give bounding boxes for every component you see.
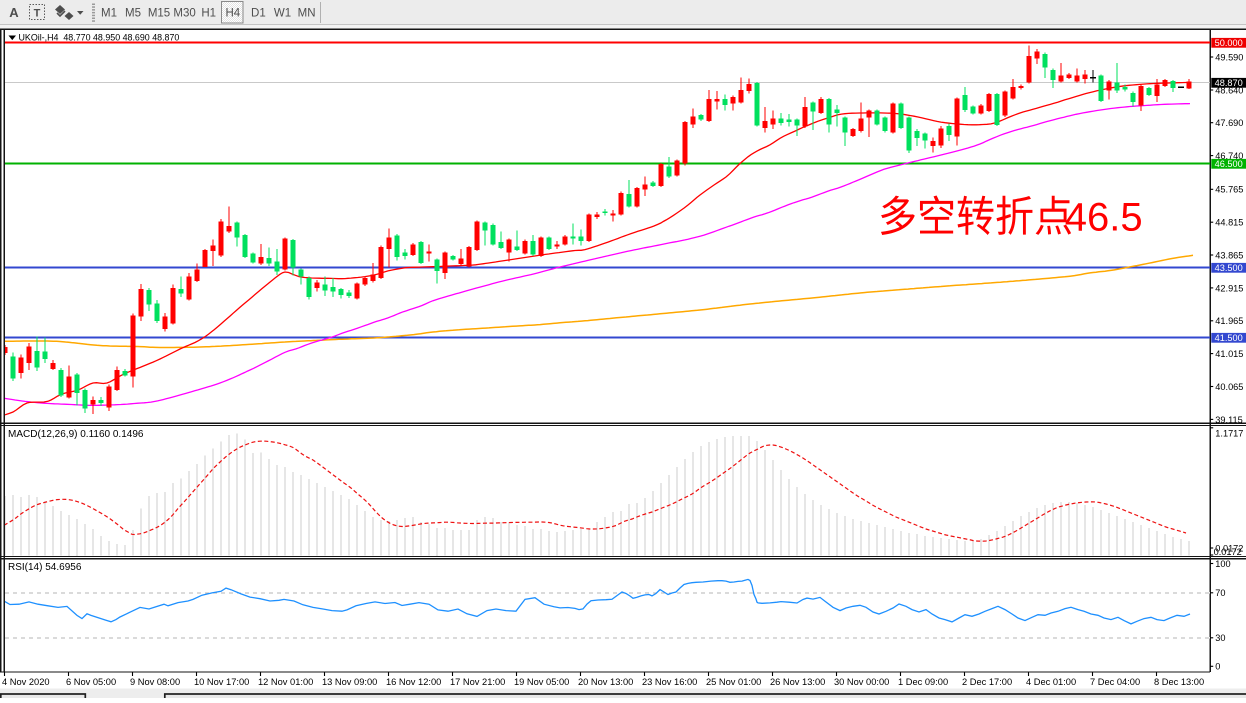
svg-text:10 Nov 17:00: 10 Nov 17:00 bbox=[194, 677, 249, 687]
svg-text:48.870: 48.870 bbox=[1215, 78, 1243, 88]
svg-text:19 Nov 05:00: 19 Nov 05:00 bbox=[514, 677, 569, 687]
svg-text:41.965: 41.965 bbox=[1215, 316, 1243, 326]
svg-text:UKOil-,H4 48.770 48.950 48.69: UKOil-,H4 48.770 48.950 48.690 48.870 bbox=[19, 33, 180, 43]
svg-text:30: 30 bbox=[1215, 633, 1225, 643]
svg-text:M30: M30 bbox=[173, 8, 195, 20]
svg-text:46.500: 46.500 bbox=[1215, 159, 1243, 169]
svg-text:40.065: 40.065 bbox=[1215, 382, 1243, 392]
svg-text:1 Dec 09:00: 1 Dec 09:00 bbox=[898, 677, 948, 687]
svg-text:26 Nov 13:00: 26 Nov 13:00 bbox=[770, 677, 825, 687]
svg-text:12 Nov 01:00: 12 Nov 01:00 bbox=[258, 677, 313, 687]
svg-text:M15: M15 bbox=[148, 8, 170, 20]
svg-text:1.1717: 1.1717 bbox=[1215, 428, 1243, 438]
svg-text:100: 100 bbox=[1215, 559, 1230, 569]
svg-text:20 Nov 13:00: 20 Nov 13:00 bbox=[578, 677, 633, 687]
svg-text:7 Dec 04:00: 7 Dec 04:00 bbox=[1090, 677, 1140, 687]
svg-text:13 Nov 09:00: 13 Nov 09:00 bbox=[322, 677, 377, 687]
svg-text:41.015: 41.015 bbox=[1215, 349, 1243, 359]
svg-text:RSI(14) 54.6956: RSI(14) 54.6956 bbox=[8, 562, 82, 573]
svg-text:44.815: 44.815 bbox=[1215, 218, 1243, 228]
svg-text:49.590: 49.590 bbox=[1215, 52, 1243, 62]
svg-text:43.500: 43.500 bbox=[1215, 263, 1243, 273]
svg-text:4 Dec 01:00: 4 Dec 01:00 bbox=[1026, 677, 1076, 687]
svg-text:0.0172: 0.0172 bbox=[1214, 547, 1242, 557]
svg-text:4 Nov 2020: 4 Nov 2020 bbox=[2, 677, 50, 687]
svg-text:6 Nov 05:00: 6 Nov 05:00 bbox=[66, 677, 116, 687]
svg-text:MACD(12,26,9) 0.1160 0.1496: MACD(12,26,9) 0.1160 0.1496 bbox=[8, 429, 144, 440]
svg-text:H1: H1 bbox=[201, 8, 216, 20]
svg-text:2 Dec 17:00: 2 Dec 17:00 bbox=[962, 677, 1012, 687]
svg-text:T: T bbox=[34, 8, 41, 20]
svg-text:17 Nov 21:00: 17 Nov 21:00 bbox=[450, 677, 505, 687]
svg-text:M5: M5 bbox=[125, 8, 141, 20]
svg-text:16 Nov 12:00: 16 Nov 12:00 bbox=[386, 677, 441, 687]
svg-text:8 Dec 13:00: 8 Dec 13:00 bbox=[1154, 677, 1204, 687]
svg-text:0: 0 bbox=[1215, 662, 1220, 672]
svg-text:48.640: 48.640 bbox=[1215, 85, 1243, 95]
svg-text:23 Nov 16:00: 23 Nov 16:00 bbox=[642, 677, 697, 687]
svg-text:39.115: 39.115 bbox=[1215, 415, 1242, 425]
svg-text:47.690: 47.690 bbox=[1215, 118, 1243, 128]
svg-text:M1: M1 bbox=[101, 8, 117, 20]
svg-text:46.5: 46.5 bbox=[1065, 196, 1143, 240]
svg-text:41.500: 41.500 bbox=[1215, 333, 1243, 343]
svg-text:MN: MN bbox=[298, 8, 316, 20]
svg-text:H4: H4 bbox=[225, 8, 240, 20]
svg-text:45.765: 45.765 bbox=[1215, 185, 1243, 195]
svg-text:0.0172: 0.0172 bbox=[1215, 543, 1243, 553]
svg-text:25 Nov 01:00: 25 Nov 01:00 bbox=[706, 677, 761, 687]
svg-text:70: 70 bbox=[1215, 588, 1225, 598]
svg-text:42.915: 42.915 bbox=[1215, 283, 1243, 293]
svg-text:43.865: 43.865 bbox=[1215, 250, 1243, 260]
svg-text:A: A bbox=[9, 5, 19, 20]
svg-text:50.000: 50.000 bbox=[1215, 38, 1243, 48]
svg-text:9 Nov 08:00: 9 Nov 08:00 bbox=[130, 677, 180, 687]
svg-text:46.740: 46.740 bbox=[1215, 151, 1243, 161]
svg-text:30 Nov 00:00: 30 Nov 00:00 bbox=[834, 677, 889, 687]
svg-text:D1: D1 bbox=[251, 8, 266, 20]
svg-text:W1: W1 bbox=[274, 8, 291, 20]
